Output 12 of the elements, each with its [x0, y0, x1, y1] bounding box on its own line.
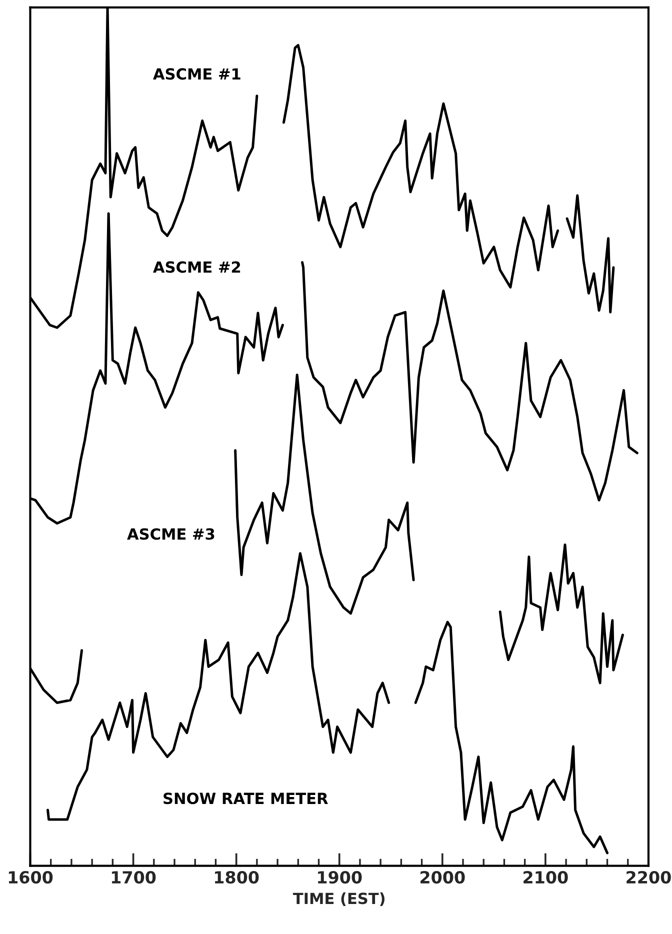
x-tick-label: 1800 [215, 870, 259, 884]
x-axis-title: TIME (EST) [292, 892, 384, 906]
series-label: ASCME #1 [153, 68, 240, 80]
series-label: ASCME #3 [127, 528, 214, 540]
x-tick-label: 2200 [626, 870, 671, 884]
text: SNOW RATE METER [164, 792, 328, 804]
series-label: ASCME #2 [153, 261, 240, 273]
x-tick-label: 2000 [420, 870, 465, 884]
x-tick-label: 1700 [112, 870, 156, 884]
x-tick-label: 1600 [8, 870, 53, 884]
x-tick-label: 1900 [318, 870, 362, 884]
x-tick-label: 2100 [524, 870, 568, 884]
